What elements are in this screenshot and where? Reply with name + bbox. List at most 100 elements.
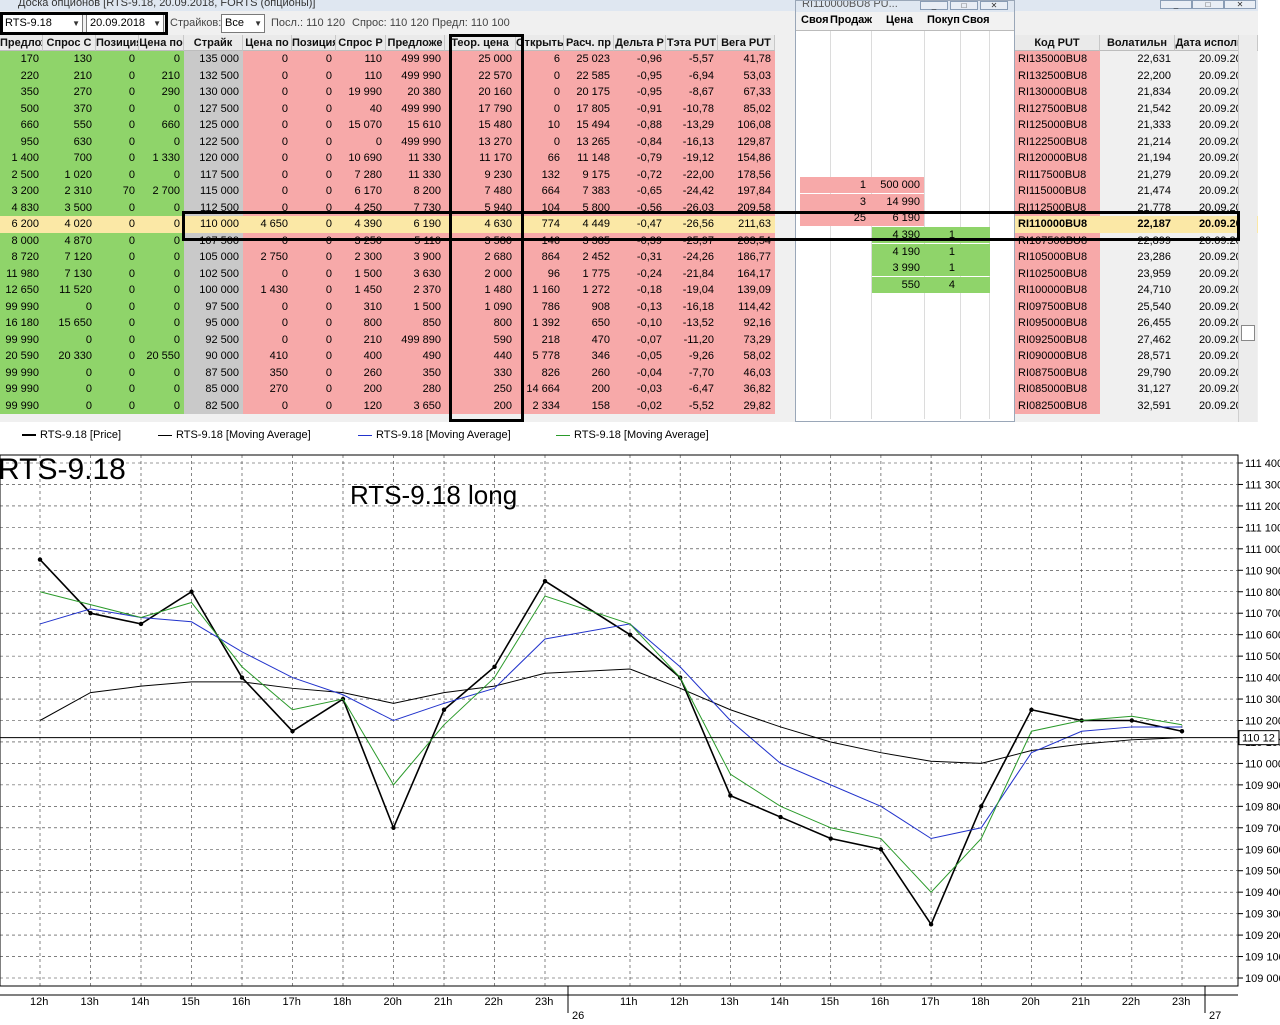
cell-p10[interactable]: 186,77	[718, 249, 775, 266]
cell-p3[interactable]: 40	[336, 100, 386, 117]
cell-c3[interactable]: 0	[96, 51, 139, 68]
cell-p1[interactable]: 0	[243, 183, 292, 200]
cell-p9[interactable]: -16,13	[666, 133, 718, 150]
cell-c3[interactable]: 0	[96, 84, 139, 101]
cell-p2[interactable]: 0	[292, 84, 336, 101]
cell-p8[interactable]: -0,39	[614, 232, 666, 249]
cell-p6[interactable]: 132	[516, 166, 564, 183]
cell-p10[interactable]: 129,87	[718, 133, 775, 150]
cell-p4[interactable]: 499 990	[386, 67, 445, 84]
grid-header-p4[interactable]: Предложе	[386, 35, 445, 51]
cell-p2[interactable]: 0	[292, 216, 336, 233]
table-row[interactable]: 3 200 2 310 70 2 700 115 000 0 0 6 170 8 200 7 48…	[0, 183, 795, 200]
cell-c1[interactable]: 950	[0, 133, 43, 150]
cell-p5[interactable]: 22 570	[445, 67, 516, 84]
cell-c1[interactable]: 99 990	[0, 331, 43, 348]
cell-p8[interactable]: -0,96	[614, 51, 666, 68]
put-code-cell-vol[interactable]: 21,542	[1137, 102, 1171, 115]
cell-p9[interactable]: -26,56	[666, 216, 718, 233]
put-code-row[interactable]: RI097500BU8 25,540 20.09.2018	[1015, 298, 1258, 315]
cell-p4[interactable]: 8 200	[386, 183, 445, 200]
cell-p3[interactable]: 7 280	[336, 166, 386, 183]
chart-canvas[interactable]: 111 400 111 300 111 200 111 100 111 000 110 9…	[0, 425, 1280, 1025]
cell-c4[interactable]: 660	[139, 117, 184, 134]
cell-p1[interactable]: 0	[243, 298, 292, 315]
cell-p8[interactable]: -0,07	[614, 331, 666, 348]
put-code-cell-vol[interactable]: 21,778	[1137, 201, 1171, 214]
cell-p5[interactable]: 2 000	[445, 265, 516, 282]
cell-p1[interactable]: 0	[243, 232, 292, 249]
cell-p1[interactable]: 350	[243, 364, 292, 381]
grid-header-p6[interactable]: Открыты	[516, 35, 564, 51]
cell-p4[interactable]: 11 330	[386, 150, 445, 167]
cell-c1[interactable]: 16 180	[0, 315, 43, 332]
cell-p2[interactable]: 0	[292, 199, 336, 216]
cell-strike[interactable]: 122 500	[184, 133, 243, 150]
minimize-button[interactable]: _	[1160, 0, 1192, 9]
cell-p1[interactable]: 0	[243, 51, 292, 68]
cell-p5[interactable]: 800	[445, 315, 516, 332]
cell-c2[interactable]: 210	[43, 67, 96, 84]
cell-p7[interactable]: 25 023	[564, 51, 614, 68]
cell-c4[interactable]: 0	[139, 364, 184, 381]
cell-p7[interactable]: 3 385	[564, 232, 614, 249]
put-code-cell-vol[interactable]: 24,710	[1137, 284, 1171, 296]
cell-c1[interactable]: 3 200	[0, 183, 43, 200]
put-code-row[interactable]: RI122500BU8 21,214 20.09.2018	[1015, 133, 1258, 150]
put-code-cell-code[interactable]: RI102500BU8	[1015, 265, 1100, 282]
cell-p7[interactable]: 9 175	[564, 166, 614, 183]
cell-p9[interactable]: -8,67	[666, 84, 718, 101]
cell-p3[interactable]: 2 300	[336, 249, 386, 266]
cell-c4[interactable]: 0	[139, 315, 184, 332]
cell-c3[interactable]: 0	[96, 166, 139, 183]
cell-c1[interactable]: 99 990	[0, 381, 43, 398]
table-row[interactable]: 1 400 700 0 1 330 120 000 0 0 10 690 11 330 11 17…	[0, 150, 795, 167]
grid-header-p2[interactable]: Позиция	[292, 35, 336, 51]
cell-p4[interactable]: 3 630	[386, 265, 445, 282]
cell-p6[interactable]: 786	[516, 298, 564, 315]
put-code-cell-code[interactable]: RI087500BU8	[1015, 364, 1100, 381]
cell-c2[interactable]: 15 650	[43, 315, 96, 332]
cell-p1[interactable]: 1 430	[243, 282, 292, 299]
put-code-cell-code[interactable]: RI107500BU8	[1015, 232, 1100, 249]
cell-p8[interactable]: -0,10	[614, 315, 666, 332]
cell-p10[interactable]: 209,58	[718, 199, 775, 216]
cell-p7[interactable]: 200	[564, 381, 614, 398]
cell-p9[interactable]: -9,26	[666, 348, 718, 365]
cell-p10[interactable]: 29,82	[718, 397, 775, 414]
cell-p9[interactable]: -11,20	[666, 331, 718, 348]
put-code-cell-code[interactable]: RI115000BU8	[1015, 183, 1100, 200]
cell-p4[interactable]: 499 890	[386, 331, 445, 348]
cell-p6[interactable]: 0	[516, 133, 564, 150]
cell-p9[interactable]: -19,04	[666, 282, 718, 299]
cell-p10[interactable]: 211,63	[718, 216, 775, 233]
cell-c1[interactable]: 11 980	[0, 265, 43, 282]
cell-c2[interactable]: 130	[43, 51, 96, 68]
cell-p10[interactable]: 154,86	[718, 150, 775, 167]
cell-p4[interactable]: 499 990	[386, 133, 445, 150]
put-codes-header-code[interactable]: Код PUT	[1015, 35, 1100, 51]
cell-c3[interactable]: 0	[96, 249, 139, 266]
put-code-cell-code[interactable]: RI117500BU8	[1015, 166, 1100, 183]
cell-c3[interactable]: 0	[96, 199, 139, 216]
cell-p7[interactable]: 908	[564, 298, 614, 315]
cell-p10[interactable]: 67,33	[718, 84, 775, 101]
cell-p10[interactable]: 114,42	[718, 298, 775, 315]
cell-p2[interactable]: 0	[292, 100, 336, 117]
cell-p4[interactable]: 350	[386, 364, 445, 381]
cell-p3[interactable]: 19 990	[336, 84, 386, 101]
put-code-cell-code[interactable]: RI132500BU8	[1015, 67, 1100, 84]
cell-c2[interactable]: 0	[43, 364, 96, 381]
cell-p5[interactable]: 17 790	[445, 100, 516, 117]
cell-p9[interactable]: -21,84	[666, 265, 718, 282]
cell-p2[interactable]: 0	[292, 51, 336, 68]
grid-header-p7[interactable]: Расч. пр	[564, 35, 614, 51]
cell-p3[interactable]: 120	[336, 397, 386, 414]
put-code-cell-vol[interactable]: 28,571	[1137, 350, 1171, 362]
scrollbar-thumb[interactable]	[1241, 325, 1255, 341]
cell-c4[interactable]: 0	[139, 381, 184, 398]
cell-c4[interactable]: 0	[139, 216, 184, 233]
put-code-cell-vol[interactable]: 21,279	[1137, 168, 1171, 181]
cell-c1[interactable]: 350	[0, 84, 43, 101]
cell-p5[interactable]: 3 580	[445, 232, 516, 249]
